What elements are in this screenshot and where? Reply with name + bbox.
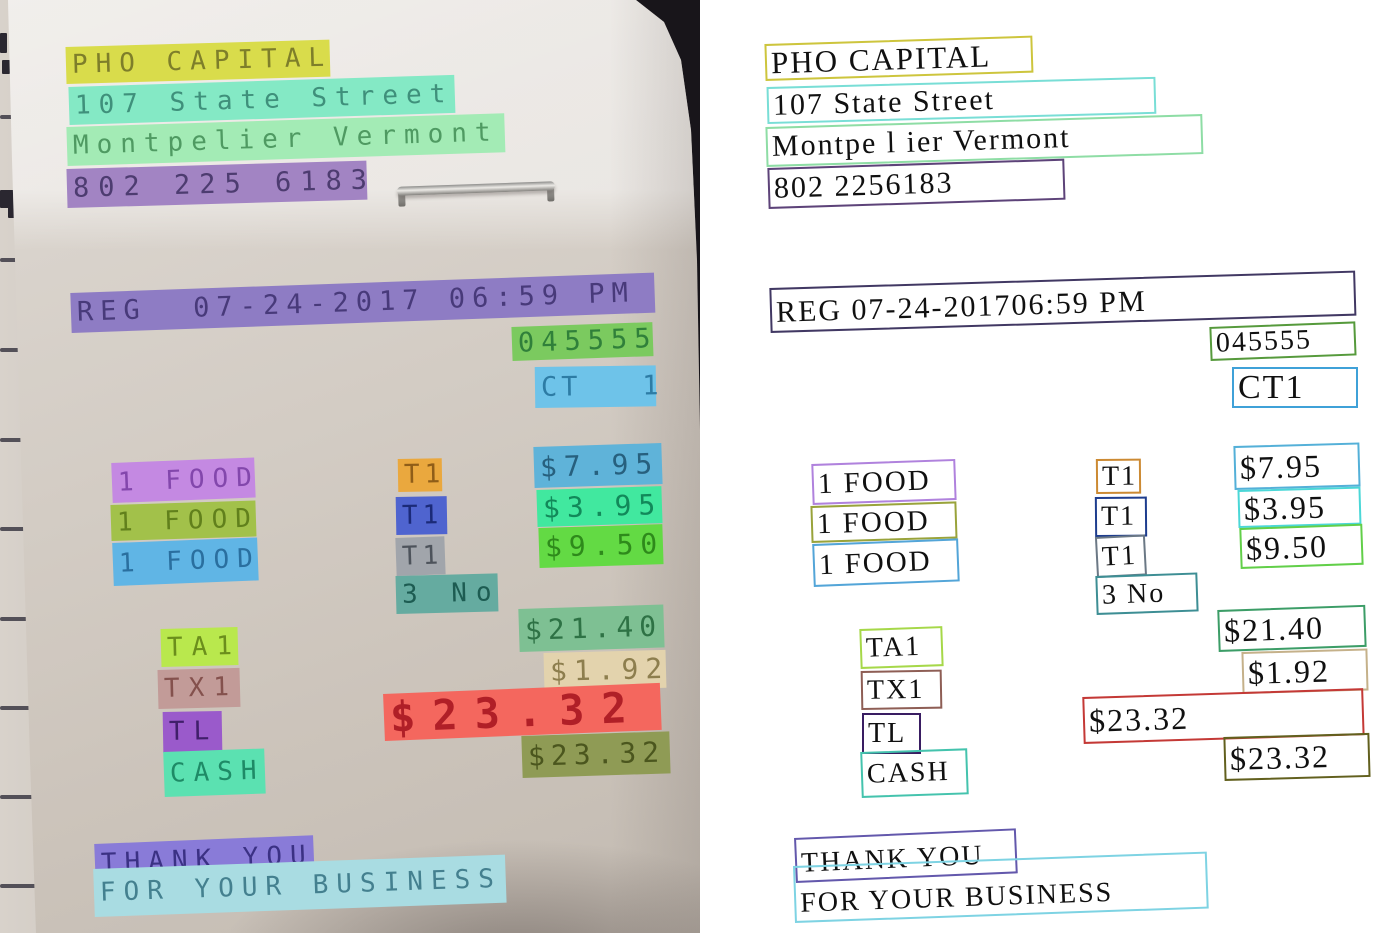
ocr-text-phone: 802 2256183 bbox=[773, 165, 954, 205]
ocr-box-receipt-number: 045555 bbox=[1209, 321, 1357, 361]
receipt-photo-panel: PHO CAPITAL 107 State Street Montpelier Ve… bbox=[0, 0, 700, 933]
receipt-highlight-item-2: 1 FOOD bbox=[110, 500, 259, 541]
ocr-box-pho-capital: PHO CAPITAL bbox=[764, 35, 1034, 81]
receipt-highlight-pho-capital: PHO CAPITAL bbox=[65, 39, 332, 84]
ocr-box-cash-amount: $23.32 bbox=[1223, 732, 1371, 781]
ocr-text-reg-line: REG 07-24-201706:59 PM bbox=[775, 284, 1148, 329]
ocr-text-subtotal-amount: $21.40 bbox=[1223, 609, 1325, 649]
receipt-highlight-tax-flag-2: T1 bbox=[395, 496, 448, 535]
ocr-text-ct-line: CT1 bbox=[1238, 368, 1305, 406]
ocr-text-pho-capital: PHO CAPITAL bbox=[770, 37, 992, 80]
ocr-box-amount-1: $7.95 bbox=[1233, 442, 1361, 490]
ocr-box-item-2: 1 FOOD bbox=[810, 501, 958, 543]
ocr-text-amount-1: $7.95 bbox=[1239, 447, 1323, 486]
receipt-highlight-amount-1: $7.95 bbox=[533, 442, 663, 488]
ocr-box-amount-2: $3.95 bbox=[1237, 486, 1362, 528]
ocr-box-cash-label: CASH bbox=[860, 748, 969, 798]
receipt-highlight-cash-label: CASH bbox=[163, 748, 266, 797]
page-mark bbox=[2, 60, 10, 74]
ocr-box-subtotal-amount: $21.40 bbox=[1217, 604, 1367, 652]
ocr-box-reg-line: REG 07-24-201706:59 PM bbox=[769, 270, 1357, 333]
ocr-text-total-label: TL bbox=[868, 717, 907, 749]
ocr-text-cash-label: CASH bbox=[866, 755, 951, 790]
receipt-highlight-item-3: 1 FOOD bbox=[112, 537, 261, 586]
ocr-text-address: 107 State Street bbox=[772, 82, 996, 122]
ocr-text-total-amount: $23.32 bbox=[1088, 699, 1190, 739]
ocr-text-qty-line: 3 No bbox=[1101, 577, 1166, 611]
receipt-highlight-tax-label: TX1 bbox=[157, 667, 241, 709]
ocr-text-amount-3: $9.50 bbox=[1245, 527, 1329, 567]
ocr-text-receipt-number: 045555 bbox=[1215, 324, 1313, 359]
ocr-box-phone: 802 2256183 bbox=[767, 158, 1066, 209]
ocr-box-ct-line: CT1 bbox=[1232, 367, 1358, 408]
receipt-highlight-qty-line: 3 No bbox=[395, 573, 501, 614]
ocr-box-tax-flag-1: T1 bbox=[1095, 458, 1142, 494]
ocr-text-tax-flag-1: T1 bbox=[1101, 460, 1138, 492]
receipt-highlight-subtotal-amount: $21.40 bbox=[518, 604, 665, 652]
receipt-highlight-phone: 802 225 6183 bbox=[66, 160, 376, 208]
ocr-text-item-2: 1 FOOD bbox=[816, 504, 931, 540]
ocr-box-amount-3: $9.50 bbox=[1239, 523, 1364, 569]
ocr-box-tax-label: TX1 bbox=[860, 669, 943, 710]
receipt-highlight-tax-flag-3: T1 bbox=[395, 536, 446, 576]
ocr-box-tax-flag-3: T1 bbox=[1094, 534, 1148, 578]
ocr-text-amount-2: $3.95 bbox=[1243, 488, 1327, 527]
ocr-text-tax-amount: $1.92 bbox=[1247, 652, 1331, 691]
ocr-text-tax-label: TX1 bbox=[866, 673, 925, 706]
ocr-box-qty-line: 3 No bbox=[1095, 572, 1199, 615]
page-mark bbox=[8, 196, 18, 218]
receipt-highlight-amount-2: $3.95 bbox=[536, 486, 663, 527]
ocr-box-tax-flag-2: T1 bbox=[1094, 496, 1148, 537]
receipt-highlight-total-label: TL bbox=[162, 710, 223, 753]
ocr-text-subtotal-label: TA1 bbox=[865, 630, 922, 664]
ocr-box-item-1: 1 FOOD bbox=[811, 458, 957, 505]
receipt-highlight-item-1: 1 FOOD bbox=[111, 457, 260, 503]
ocr-text-city: Montpe l ier Vermont bbox=[771, 120, 1071, 163]
receipt-highlight-subtotal-label: TA1 bbox=[160, 626, 241, 667]
ocr-box-subtotal-label: TA1 bbox=[859, 626, 944, 669]
staple-bar bbox=[396, 181, 556, 196]
receipt-highlight-ct-line: CT 1 bbox=[534, 365, 663, 408]
page-mark bbox=[0, 33, 7, 53]
ocr-text-item-1: 1 FOOD bbox=[817, 463, 932, 500]
ocr-text-tax-flag-2: T1 bbox=[1100, 500, 1137, 532]
ocr-box-tax-amount: $1.92 bbox=[1241, 648, 1369, 694]
ocr-text-item-3: 1 FOOD bbox=[818, 544, 933, 581]
ocr-result-panel: PHO CAPITAL 107 State Street Montpe l ier … bbox=[700, 0, 1400, 933]
ocr-text-tax-flag-3: T1 bbox=[1101, 539, 1138, 573]
ocr-box-item-3: 1 FOOD bbox=[812, 538, 960, 587]
ocr-text-cash-amount: $23.32 bbox=[1229, 738, 1331, 777]
receipt-highlight-amount-3: $9.50 bbox=[538, 524, 665, 568]
receipt-highlight-cash-amount: $23.32 bbox=[521, 731, 671, 778]
receipt-highlight-tax-flag-1: T1 bbox=[397, 458, 446, 492]
receipt-highlight-receipt-number: 045555 bbox=[511, 322, 658, 361]
ocr-box-total-label: TL bbox=[862, 713, 921, 754]
ocr-text-thanks-2: FOR YOUR BUSINESS bbox=[799, 876, 1114, 919]
